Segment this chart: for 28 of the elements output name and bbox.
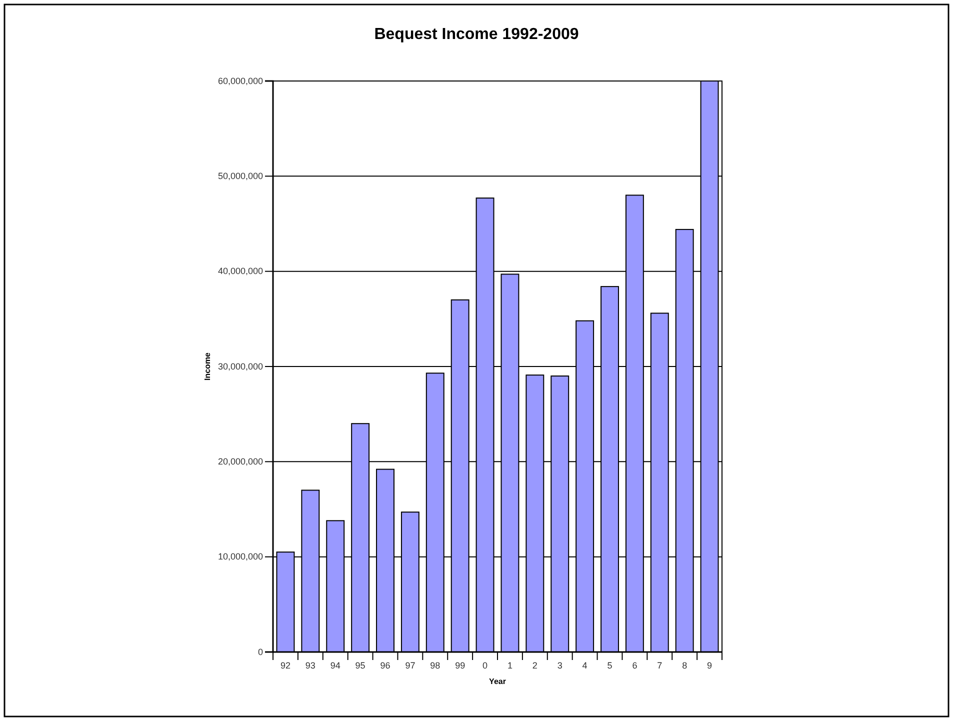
x-tick-label: 5 [607, 660, 612, 670]
x-tick-label: 8 [682, 660, 688, 670]
x-tick-label: 9 [707, 660, 712, 670]
x-tick-label: 7 [657, 660, 662, 670]
x-tick-label: 98 [430, 660, 440, 670]
y-tick-label: 50,000,000 [218, 171, 263, 182]
x-tick-label: 1 [507, 660, 512, 670]
y-axis-title: Income [203, 352, 212, 381]
x-tick-label: 99 [455, 660, 466, 670]
x-tick-label: 96 [380, 660, 390, 670]
x-tick-label: 6 [632, 660, 638, 670]
x-tick-label: 97 [405, 660, 416, 670]
x-tick-label: 94 [330, 660, 340, 670]
y-tick-label: 0 [258, 646, 263, 657]
y-tick-label: 10,000,000 [218, 552, 263, 562]
x-tick-label: 93 [305, 660, 316, 670]
y-tick-label: 60,000,000 [218, 76, 263, 86]
x-tick-label: 0 [482, 660, 488, 670]
y-tick-label: 40,000,000 [218, 266, 263, 276]
y-tick-label: 20,000,000 [218, 456, 263, 467]
x-tick-label: 3 [557, 660, 562, 670]
x-tick-label: 95 [355, 660, 366, 670]
chart-title: Bequest Income 1992-2009 [374, 26, 579, 43]
x-axis-title: Year [489, 677, 506, 686]
y-tick-label: 30,000,000 [218, 361, 263, 372]
x-tick-label: 2 [532, 660, 538, 670]
x-tick-label: 4 [582, 660, 588, 670]
x-tick-label: 92 [280, 660, 290, 670]
